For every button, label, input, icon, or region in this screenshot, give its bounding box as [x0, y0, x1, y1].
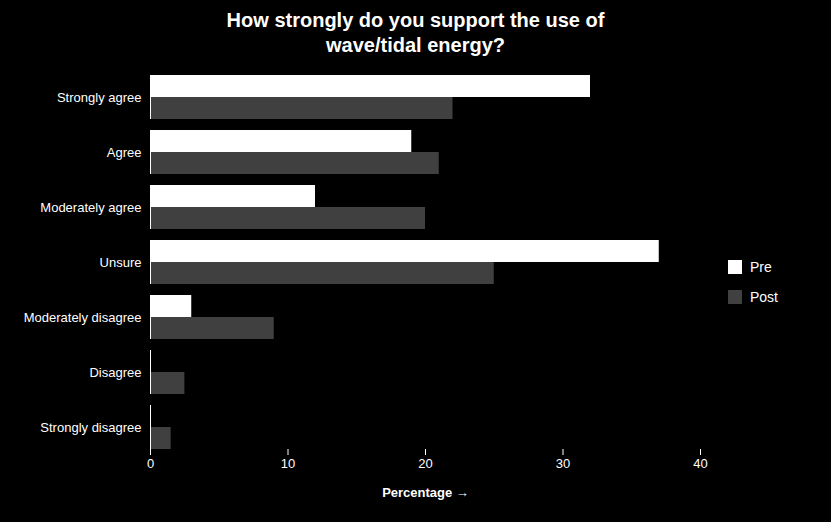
html-text:How strongly do you support th: How strongly do you support the use of w…	[226, 9, 605, 56]
svg-text:Disagree: Disagree	[89, 365, 141, 380]
svg-text:10: 10	[281, 456, 295, 471]
svg-text:30: 30	[556, 456, 570, 471]
svg-text:20: 20	[418, 456, 432, 471]
svg-text:40: 40	[693, 456, 707, 471]
svg-text:Strongly disagree: Strongly disagree	[40, 420, 141, 435]
html-text:Pre: Pre	[750, 259, 772, 275]
svg-text:Agree: Agree	[107, 145, 142, 160]
svg-text:Moderately agree: Moderately agree	[40, 200, 141, 215]
svg-text:Percentage →: Percentage →	[382, 485, 469, 500]
svg-text:Unsure: Unsure	[100, 255, 142, 270]
svg-text:Moderately disagree: Moderately disagree	[24, 310, 142, 325]
svg-text:0: 0	[147, 456, 154, 471]
html-text:Post: Post	[750, 289, 778, 305]
svg-text:Strongly agree: Strongly agree	[57, 90, 142, 105]
